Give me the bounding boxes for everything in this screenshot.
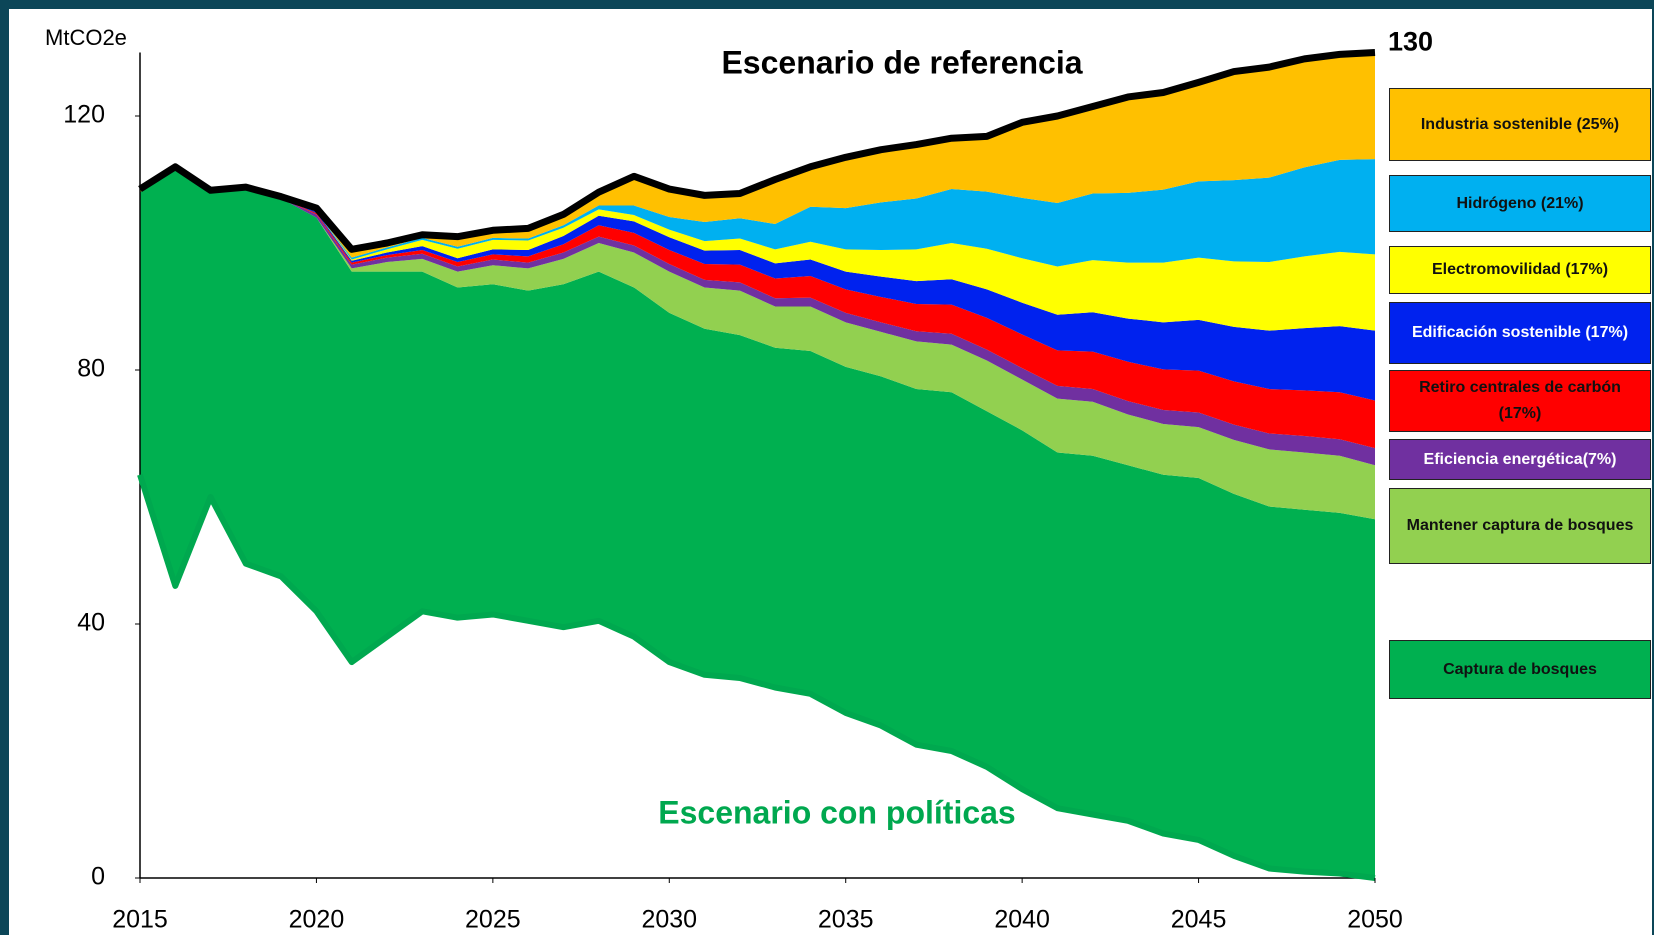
- legend-item: Hidrógeno (21%): [1389, 175, 1651, 232]
- legend-item: Mantener captura de bosques: [1389, 488, 1651, 564]
- area-segment: [140, 159, 1375, 267]
- legend-item: Captura de bosques: [1389, 640, 1651, 699]
- chart-panel: MtCO2e 0 40 80 120 2015 2020 2025 2030 2035 2040 2…: [9, 9, 1652, 935]
- area-segment: [140, 166, 1375, 879]
- area-segment: [140, 166, 1375, 449]
- x-tick-label: 2035: [818, 906, 874, 934]
- x-tick-label: 2030: [641, 906, 697, 934]
- x-tick-label: 2040: [994, 906, 1050, 934]
- chart-title: Escenario de referencia: [721, 44, 1082, 80]
- area-segment: [140, 166, 1375, 331]
- area-segment: [140, 166, 1375, 520]
- chart: MtCO2e 0 40 80 120 2015 2020 2025 2030 2035 2040 2…: [45, 25, 1433, 934]
- policy-line: [137, 473, 1376, 881]
- y-tick-label: 0: [91, 863, 105, 891]
- x-tick-label: 2045: [1171, 906, 1227, 934]
- legend-item: Electromovilidad (17%): [1389, 246, 1651, 294]
- reference-line: [138, 49, 1376, 253]
- y-tick-label: 120: [63, 101, 105, 129]
- legend-item: Edificación sostenible (17%): [1389, 302, 1651, 364]
- x-tick-label: 2020: [289, 906, 345, 934]
- legend-item: Eficiencia energética(7%): [1389, 439, 1651, 480]
- x-tick-label: 2050: [1347, 906, 1403, 934]
- legend-item: Industria sostenible (25%): [1389, 88, 1651, 161]
- x-tick-label: 2015: [112, 906, 168, 934]
- policy-label: Escenario con políticas: [658, 794, 1015, 830]
- area-segment: [140, 52, 1375, 258]
- y-tick-label: 80: [77, 355, 105, 383]
- y-tick-label: 40: [77, 609, 105, 637]
- legend-item: Retiro centrales de carbón (17%): [1389, 370, 1651, 432]
- y-axis-label: MtCO2e: [45, 25, 127, 50]
- x-tick-label: 2025: [465, 906, 521, 934]
- area-segment: [140, 166, 1375, 466]
- area-segment: [140, 166, 1375, 401]
- end-value-label: 130: [1388, 27, 1433, 57]
